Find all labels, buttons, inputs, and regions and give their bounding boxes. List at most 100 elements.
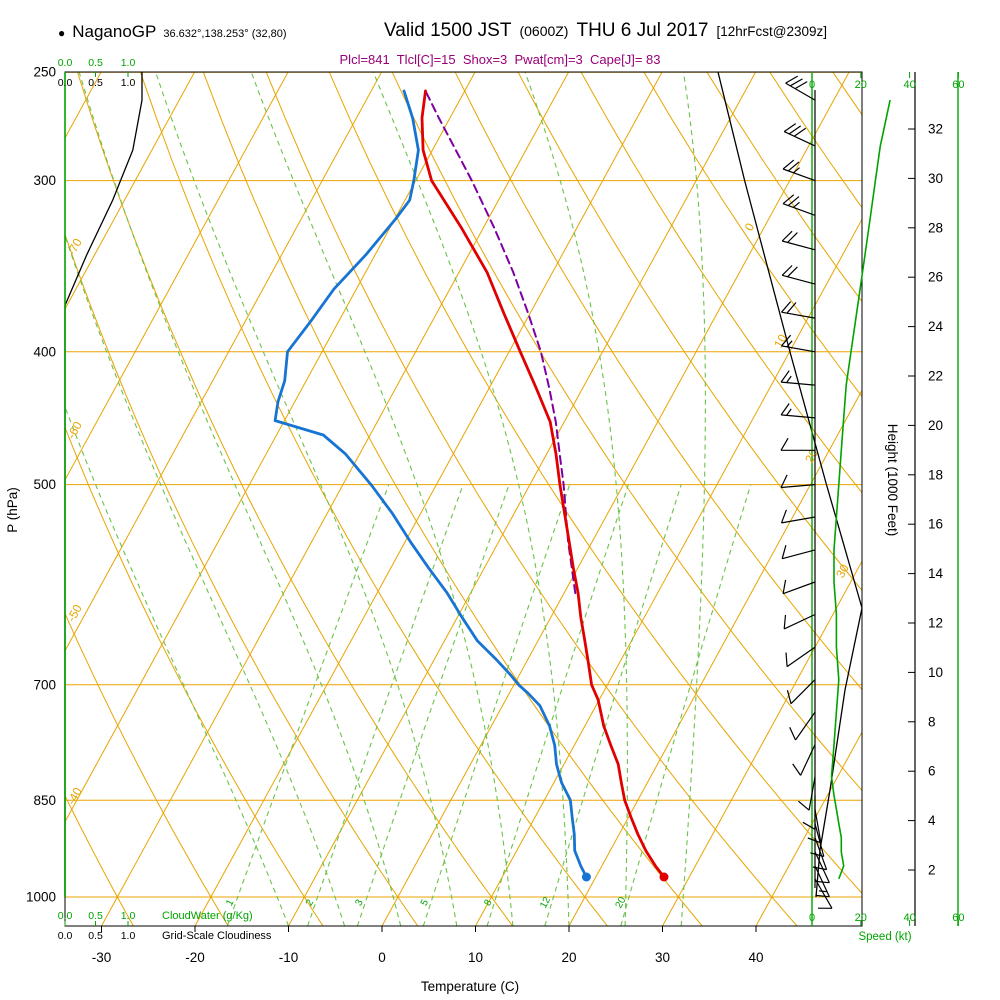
wind-barb-feather (785, 75, 799, 84)
wind-barb-staff (786, 646, 816, 668)
mixing-ratio-line (356, 484, 510, 926)
sounding-curves (273, 89, 666, 879)
cloudwater-scale-label: 0.0 (58, 910, 73, 922)
cloudiness-scale-label: 0.5 (88, 77, 103, 89)
mixing-ratio-label: 8 (482, 897, 495, 907)
isotherm-edge-label: 20 (802, 447, 821, 466)
wind-barb-staff (782, 274, 816, 285)
wind-barb-feather (782, 194, 795, 205)
wind-barb-staff (781, 414, 816, 419)
dry-adiabat-line (896, 72, 1000, 926)
temperature-tick-label: -10 (279, 950, 299, 965)
wind-barb-feather (780, 403, 790, 416)
dry-adiabat-line (77, 72, 514, 926)
wind-barb (780, 370, 816, 386)
wind-barb (781, 545, 816, 560)
wind-barb (782, 194, 816, 216)
isotherm-line (475, 218, 862, 926)
height-tick-label: 32 (928, 122, 943, 137)
mixing-ratio-label: 12 (538, 895, 553, 910)
moist-adiabat-line (78, 72, 402, 926)
wind-barb-feather (787, 196, 800, 207)
moist-adiabat-line (524, 72, 628, 926)
pressure-tick-label: 500 (33, 477, 56, 492)
forecast-reference: [12hrFcst@2309z] (716, 24, 828, 39)
cloudwater-axis-title: CloudWater (g/Kg) (162, 910, 253, 922)
station-coordinates: 36.632°,138.253° (32,80) (163, 28, 287, 40)
dry-adiabat-line (517, 72, 862, 592)
cloudiness-scale-label: 0.0 (58, 77, 73, 89)
height-tick-label: 22 (928, 369, 943, 384)
dry-adiabat-line (65, 426, 324, 926)
wind-barb-staff (781, 516, 816, 524)
temperature-tick-label: 30 (655, 950, 670, 965)
speed-tick-label: 0 (809, 912, 815, 924)
wind-barb-feather (780, 474, 788, 488)
wind-barb-staff (782, 581, 816, 595)
dry-adiabat-line (769, 72, 862, 209)
wind-barb-feather (787, 161, 800, 172)
wind-barb-feather (781, 230, 793, 242)
wind-barb (780, 437, 815, 451)
dry-adiabat-line (832, 72, 862, 116)
dry-adiabat-line (65, 232, 419, 926)
wind-barb (785, 646, 816, 668)
green-dashed-lines (65, 72, 752, 926)
wind-barb-feather (802, 821, 816, 830)
height-tick-label: 6 (928, 764, 936, 779)
wind-barb (781, 301, 816, 319)
temperature-curve (420, 89, 666, 879)
valid-date: THU 6 Jul 2017 (576, 20, 709, 41)
isotherm-line (65, 72, 476, 823)
wind-barb-staff (814, 878, 833, 909)
wind-barb (798, 776, 816, 811)
mixing-ratio-line (307, 484, 464, 926)
wind-barb (783, 123, 816, 147)
isotherm-edge-label: 10 (771, 332, 790, 351)
isotherm-edge-label: -70 (64, 236, 85, 258)
temperature-tick-label: 10 (468, 950, 483, 965)
wind-barb (807, 809, 822, 844)
wind-barb-feather (807, 837, 822, 844)
wind-barb-feather (788, 125, 802, 135)
temperature-axis-title: Temperature (C) (421, 979, 519, 994)
wind-barb (780, 509, 816, 524)
station-name: NaganoGP (72, 22, 157, 41)
orange-grid (65, 72, 1000, 926)
pressure-tick-label: 700 (33, 677, 56, 692)
speed-tick-label: 40 (903, 912, 915, 924)
speed-tick-label: 40 (903, 79, 915, 91)
height-tick-label: 16 (928, 517, 943, 532)
mixing-ratio-label: 5 (419, 897, 432, 907)
height-tick-label: 4 (928, 813, 936, 828)
dry-adiabat-line (65, 794, 134, 926)
dry-adiabat-line (959, 72, 1000, 926)
wind-barb-feather (781, 334, 792, 347)
wind-barb (783, 613, 816, 630)
wind-barb-staff (783, 613, 816, 630)
wind-barb-staff (814, 837, 828, 870)
wind-barb-staff (814, 851, 830, 883)
wind-barb-staff (814, 823, 825, 857)
dry-adiabat-line (139, 72, 608, 926)
sounding-indices: Plcl=841 Tlcl[C]=15 Shox=3 Pwat[cm]=3 Ca… (339, 52, 661, 67)
wind-barb (789, 711, 816, 741)
moist-adiabat-line (65, 234, 346, 926)
wind-barb (780, 403, 816, 419)
wind-barb-feather (783, 123, 797, 133)
wind-barb (780, 474, 816, 489)
wind-barb (782, 159, 816, 182)
wind-barb-feather (790, 78, 803, 87)
wind-barb-feather (793, 167, 800, 174)
wind-barb-staff (790, 679, 816, 705)
wind-barb (781, 230, 816, 251)
wind-barb-feather (787, 232, 798, 243)
wind-barb-staff (800, 744, 816, 776)
cloudiness-scale-label: 0.5 (88, 930, 103, 942)
wind-barb-staff (782, 549, 816, 560)
temperature-tick-label: -30 (92, 950, 112, 965)
dry-adiabat-line (454, 72, 862, 691)
height-tick-label: 30 (928, 171, 943, 186)
wind-barb-feather (819, 890, 828, 893)
